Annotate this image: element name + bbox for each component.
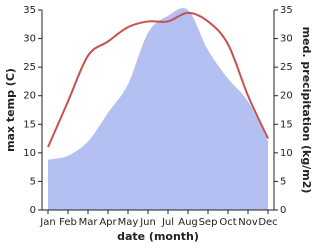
x-tick-label: May bbox=[118, 217, 139, 228]
y-tick-label: 30 bbox=[23, 34, 36, 45]
y2-tick-label: 10 bbox=[280, 148, 293, 159]
y-tick-label: 10 bbox=[23, 148, 36, 159]
x-tick-label: Feb bbox=[59, 217, 77, 228]
x-tick-label: Nov bbox=[238, 217, 258, 228]
chart: date (month) max temp (C) med. precipita… bbox=[4, 5, 313, 243]
temperature-line bbox=[47, 11, 269, 148]
x-tick-label: Dec bbox=[258, 217, 277, 228]
x-tick-label: Oct bbox=[219, 217, 236, 228]
x-tick-label: Aug bbox=[178, 217, 198, 228]
y-tick-label: 5 bbox=[30, 176, 36, 187]
x-tick-label: Mar bbox=[79, 217, 99, 228]
y2-tick-label: 35 bbox=[280, 5, 293, 16]
y2-tick-label: 15 bbox=[280, 119, 293, 130]
y2-tick-label: 5 bbox=[280, 176, 286, 187]
y-tick-label: 25 bbox=[23, 62, 36, 73]
y-tick-label: 15 bbox=[23, 119, 36, 130]
y2-tick-label: 25 bbox=[280, 62, 293, 73]
precipitation-area bbox=[48, 7, 268, 210]
x-tick-label: Jul bbox=[161, 217, 174, 228]
y2-tick-label: 30 bbox=[280, 34, 293, 45]
y-tick-label: 0 bbox=[30, 205, 36, 216]
y2-tick-label: 20 bbox=[280, 91, 293, 102]
x-tick-label: Jun bbox=[139, 217, 156, 228]
line-layer bbox=[47, 11, 269, 148]
x-tick-label: Sep bbox=[199, 217, 218, 228]
x-axis-title: date (month) bbox=[117, 230, 199, 243]
x-tick-label: Jan bbox=[39, 217, 55, 228]
y-tick-label: 20 bbox=[23, 91, 36, 102]
y2-tick-label: 0 bbox=[280, 205, 286, 216]
y2-axis-title: med. precipitation (kg/m2) bbox=[300, 27, 313, 194]
y-tick-label: 35 bbox=[23, 5, 36, 16]
area-layer bbox=[48, 7, 268, 210]
x-tick-label: Apr bbox=[99, 217, 117, 228]
y-axis-title: max temp (C) bbox=[4, 68, 17, 152]
